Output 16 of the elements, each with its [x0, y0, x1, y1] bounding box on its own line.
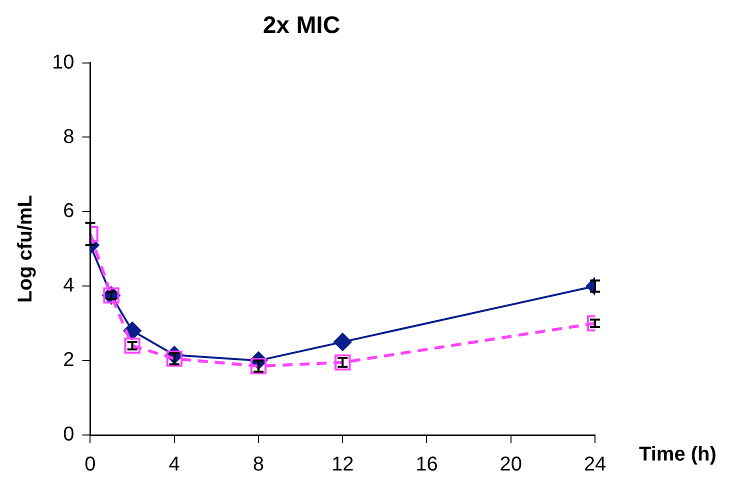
chart-title: 2x MIC [262, 12, 340, 40]
x-tick-label: 16 [416, 454, 438, 476]
y-tick-label: 6 [63, 200, 74, 222]
x-tick-label: 20 [500, 454, 522, 476]
y-tick-label: 8 [63, 126, 74, 148]
x-tick-label: 8 [252, 454, 264, 476]
y-axis-title: Log cfu/mL [14, 195, 37, 303]
x-tick-label: 24 [584, 454, 606, 476]
y-tick-label: 4 [63, 274, 74, 297]
x-tick-label: 12 [332, 454, 354, 476]
y-tick-label: 0 [63, 424, 74, 446]
x-tick-label: 0 [84, 454, 96, 476]
y-tick-label: 10 [52, 51, 74, 74]
x-tick-label: 4 [168, 454, 180, 476]
x-axis-title: Time (h) [639, 444, 716, 466]
y-tick-label: 2 [63, 349, 74, 372]
